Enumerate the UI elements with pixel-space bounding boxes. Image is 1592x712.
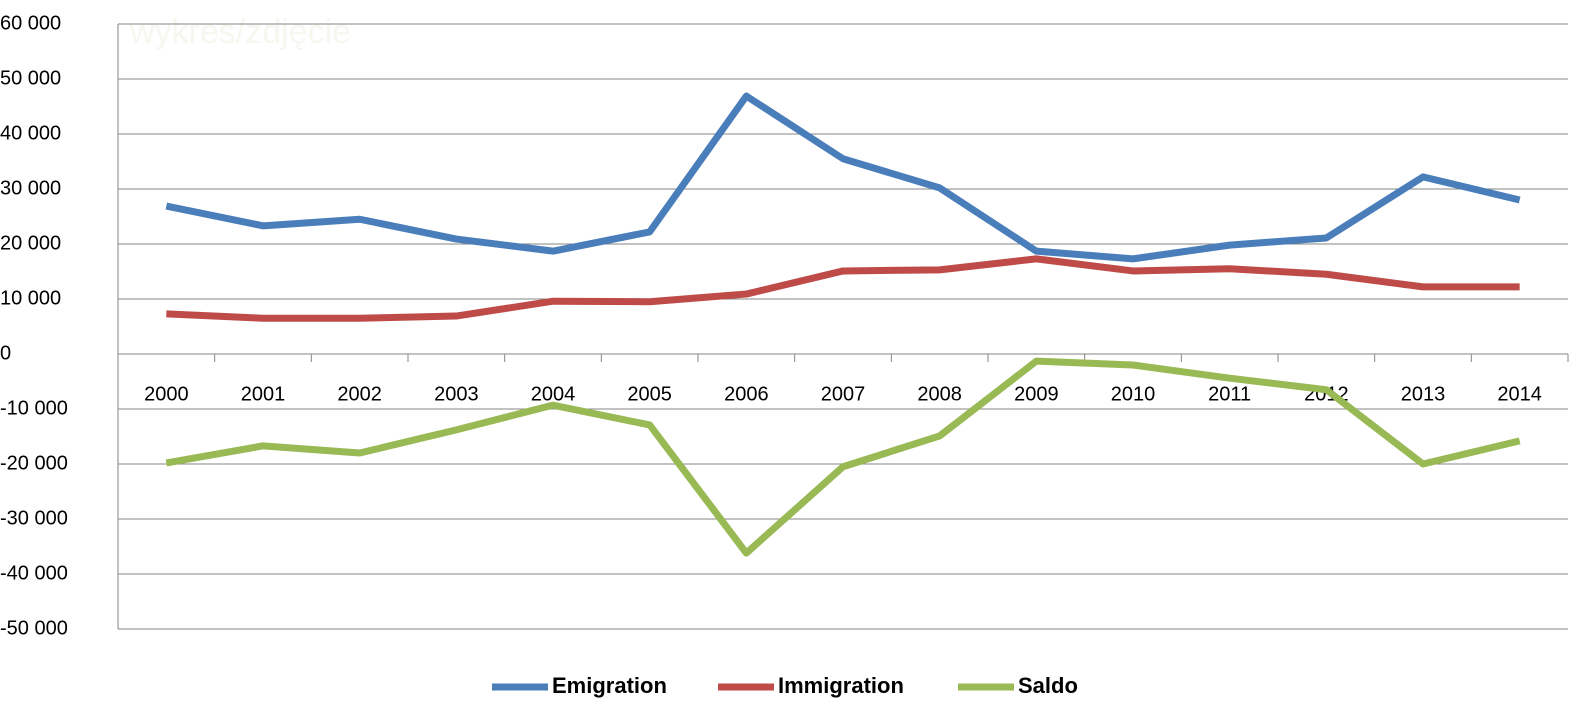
y-tick-label: 30 000 xyxy=(0,177,61,199)
line-series xyxy=(165,92,1521,263)
line-series xyxy=(165,357,1521,557)
legend-label: Emigration xyxy=(552,673,667,698)
y-tick-label: -30 000 xyxy=(0,507,68,529)
x-tick-label: 2001 xyxy=(241,383,286,405)
x-tick-label: 2009 xyxy=(1014,383,1059,405)
y-tick-label: 40 000 xyxy=(0,122,61,144)
watermark: wykres/zdjęcie xyxy=(129,13,351,51)
y-tick-label: -10 000 xyxy=(0,397,68,419)
x-tick-label: 2003 xyxy=(434,383,479,405)
y-tick-label: 50 000 xyxy=(0,67,61,89)
y-tick-label: 20 000 xyxy=(0,232,61,254)
y-tick-label: 60 000 xyxy=(0,12,61,34)
x-tick-label: 2014 xyxy=(1497,383,1542,405)
x-tick-label: 2013 xyxy=(1401,383,1446,405)
x-tick-label: 2010 xyxy=(1111,383,1156,405)
y-tick-label: -40 000 xyxy=(0,562,68,584)
x-tick-label: 2006 xyxy=(724,383,769,405)
y-tick-label: -20 000 xyxy=(0,452,68,474)
y-tick-label: 0 xyxy=(0,342,11,364)
line-series xyxy=(166,255,1520,322)
y-tick-label: 10 000 xyxy=(0,287,61,309)
x-tick-label: 2011 xyxy=(1208,383,1251,405)
legend-label: Immigration xyxy=(778,673,904,698)
x-tick-label: 2005 xyxy=(627,383,672,405)
x-tick-label: 2007 xyxy=(821,383,866,405)
x-tick-label: 2000 xyxy=(144,383,189,405)
x-tick-label: 2002 xyxy=(337,383,382,405)
x-tick-label: 2004 xyxy=(531,383,576,405)
y-tick-label: -50 000 xyxy=(0,617,68,639)
x-tick-label: 2008 xyxy=(917,383,962,405)
legend-label: Saldo xyxy=(1018,673,1078,698)
